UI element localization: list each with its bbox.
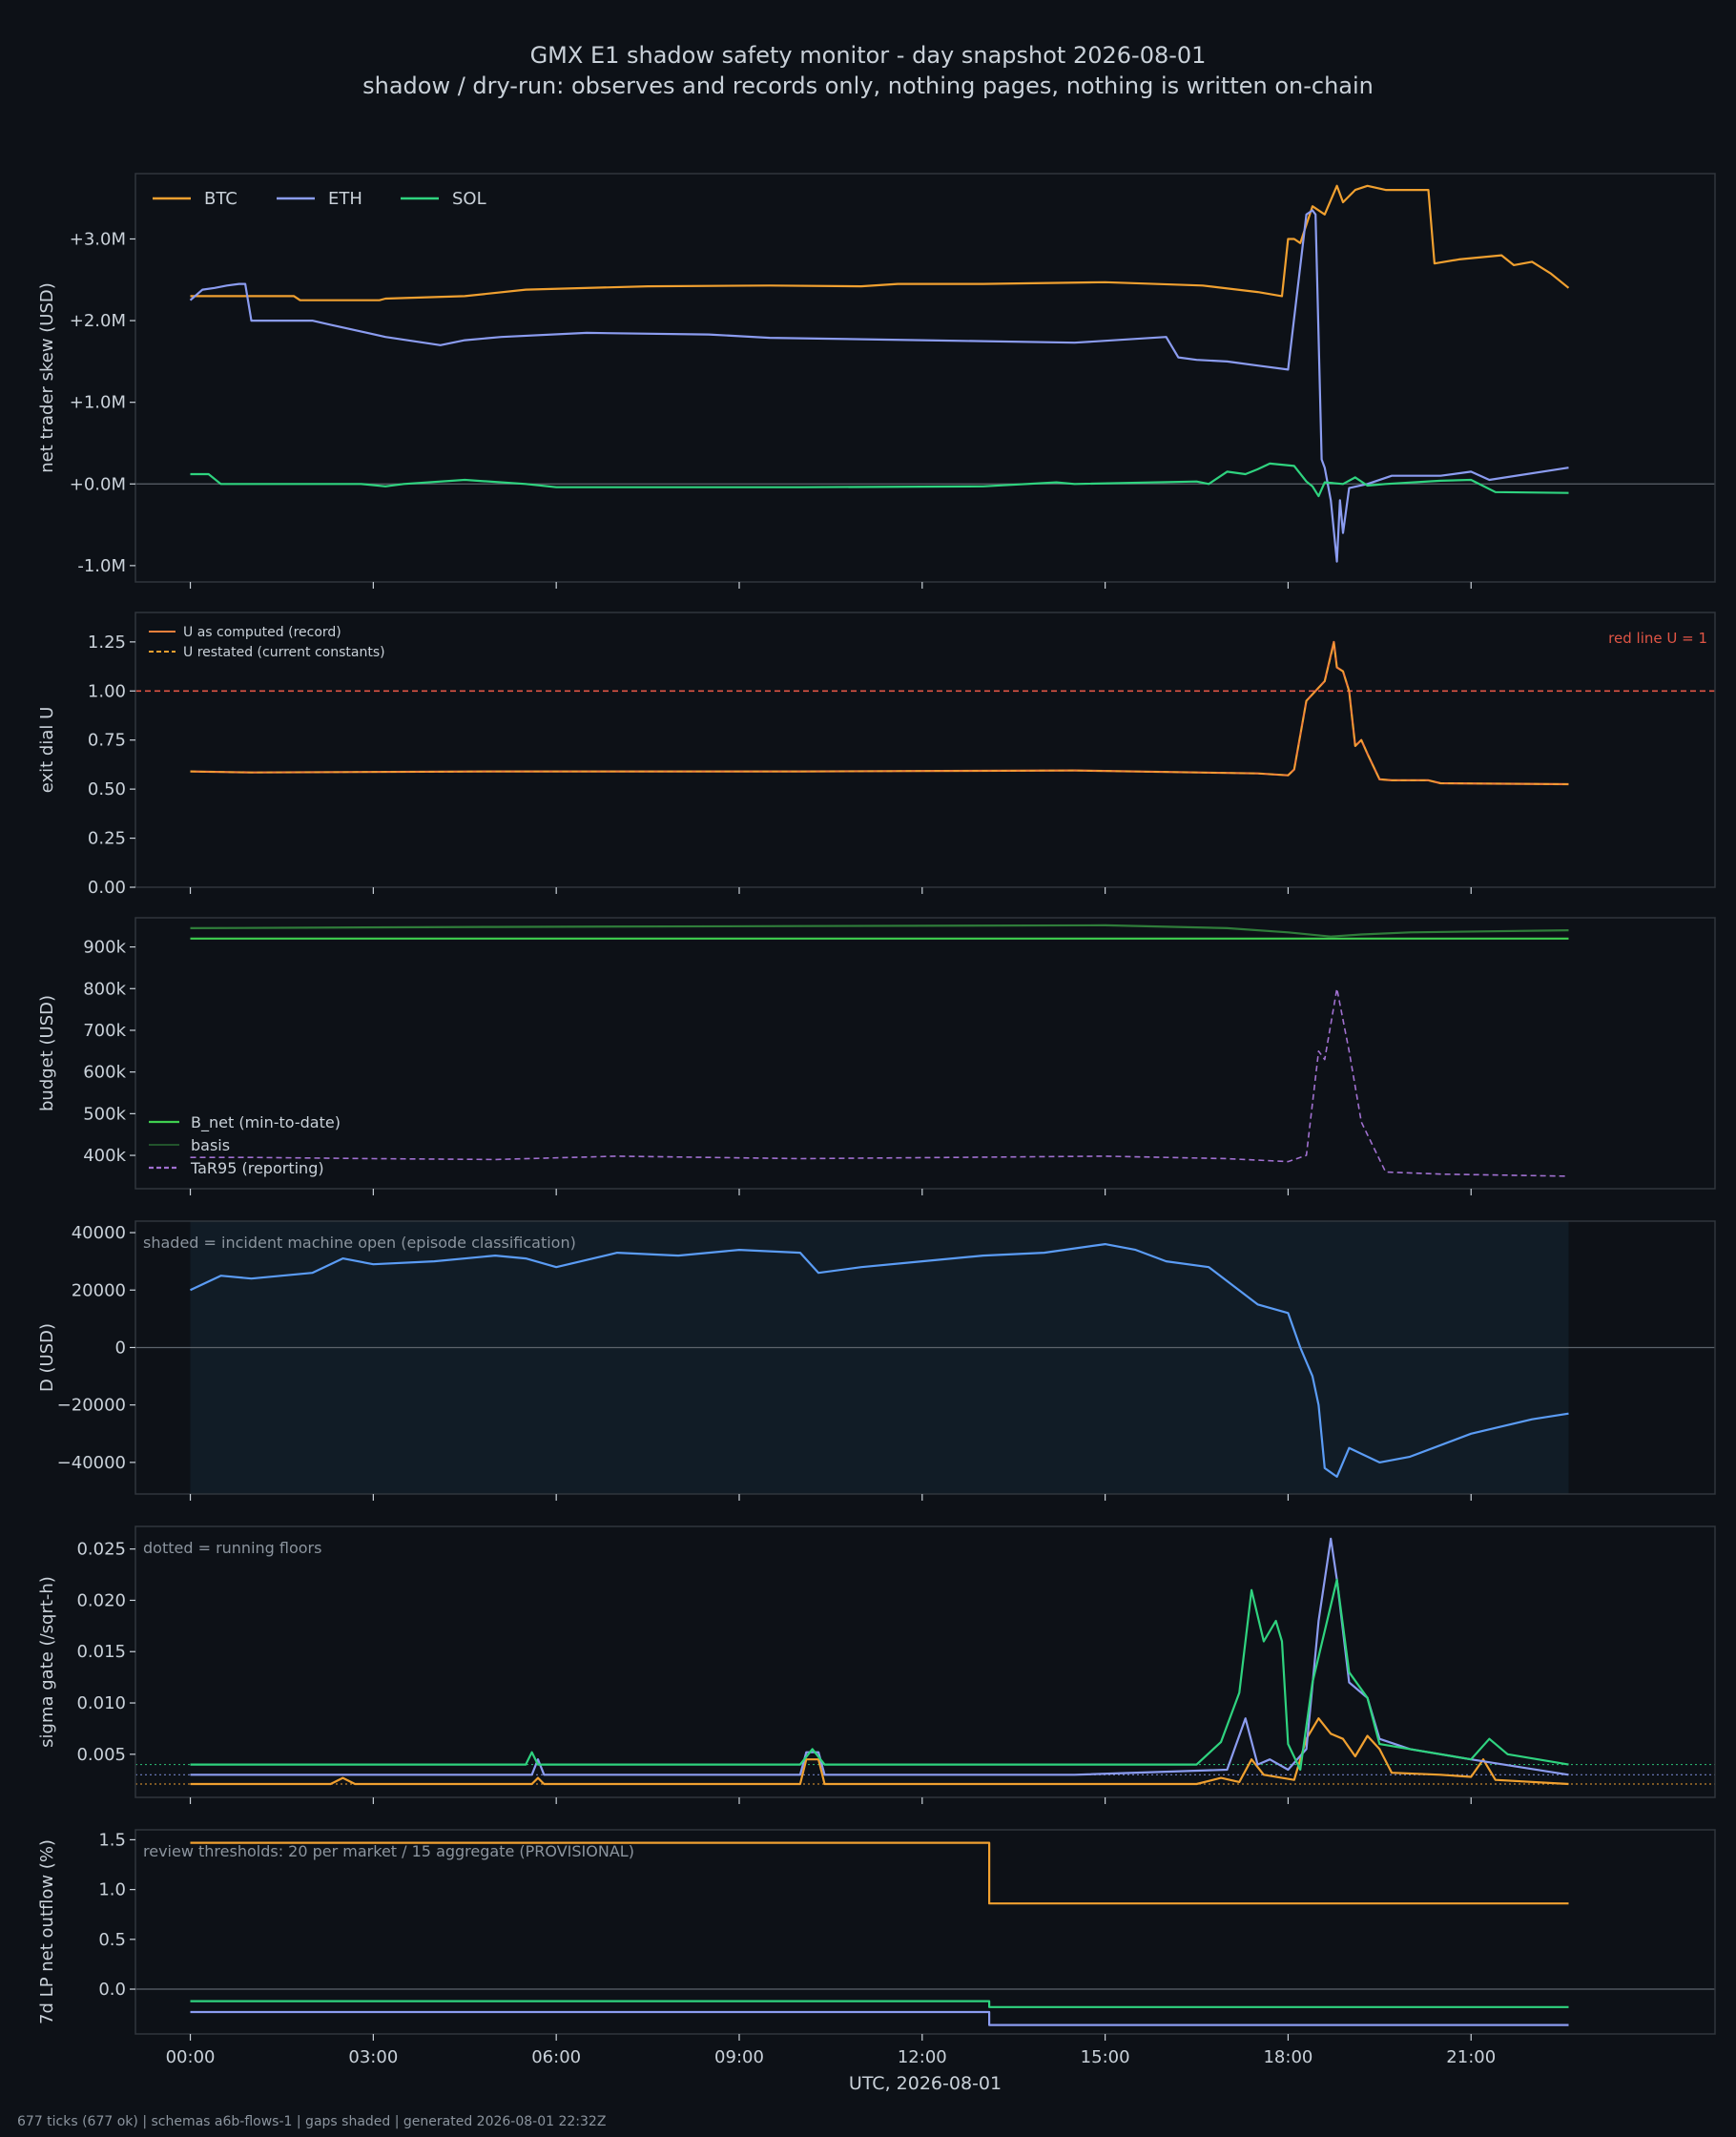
series-line-sol [190, 1578, 1569, 1772]
plot-area [135, 174, 1715, 582]
panel-annotation: dotted = running floors [143, 1539, 321, 1557]
legend-label: TaR95 (reporting) [190, 1159, 324, 1177]
y-tick-label: +2.0M [70, 311, 126, 331]
y-tick-label: 400k [83, 1146, 126, 1166]
x-axis-label: UTC, 2026-08-01 [849, 2073, 1002, 2094]
series-line-eth [190, 2010, 1569, 2026]
series-line-tar95-reporting- [190, 987, 1569, 1177]
y-tick-label: 0.005 [76, 1745, 126, 1765]
legend: B_net (min-to-date) basis TaR95 (reporting… [149, 1113, 341, 1177]
legend: U as computed (record) U restated (curren… [149, 625, 385, 660]
axes-frame [134, 612, 1716, 888]
axes-frame [134, 1829, 1716, 2035]
axes-frame [134, 1525, 1716, 1798]
series-line-eth [190, 1537, 1569, 1776]
chart-panel-5: 0.005 0.010 0.015 0.020 0.025 sigma gate (/sq… [37, 1525, 1716, 1804]
panels: -1.0M +0.0M +1.0M +2.0M +3.0M net trader skew… [37, 173, 1716, 2094]
legend-label: ETH [328, 189, 362, 209]
y-axis-label: 7d LP net outflow (%) [37, 1839, 57, 2024]
y-axis-label: exit dial U [37, 707, 57, 794]
plot-area [135, 1830, 1715, 2034]
series-line-sol [190, 462, 1569, 498]
legend-label: U restated (current constants) [183, 645, 385, 660]
x-tick-label: 06:00 [531, 2047, 581, 2067]
y-tick-label: +1.0M [70, 393, 126, 413]
x-tick-label: 03:00 [348, 2047, 398, 2067]
y-tick-label: 0.00 [88, 878, 126, 898]
y-axis-label: budget (USD) [37, 995, 57, 1111]
plot-area [135, 612, 1715, 887]
axes-frame [134, 917, 1716, 1190]
series-line-btc [190, 184, 1570, 301]
y-axis-label: sigma gate (/sqrt-h) [37, 1576, 57, 1748]
y-tick-label: 0.020 [76, 1590, 126, 1610]
legend-label: U as computed (record) [183, 625, 341, 640]
series-line-u-restated-current-constants- [190, 643, 1569, 785]
y-tick-label: 40000 [72, 1223, 126, 1243]
chart-panel-3: 400k 500k 600k 700k 800k 900k budget (USD) B_ne… [37, 917, 1716, 1195]
series-line-btc [190, 1717, 1569, 1786]
series-line-btc [190, 1841, 1569, 1905]
y-tick-label: 0.25 [88, 829, 126, 849]
legend-label: SOL [452, 189, 486, 209]
y-tick-label: −40000 [57, 1453, 126, 1473]
y-tick-label: 1.25 [88, 633, 126, 653]
y-tick-label: 20000 [72, 1280, 126, 1300]
panel-annotation: review thresholds: 20 per market / 15 ag… [143, 1842, 634, 1860]
axes-frame [134, 173, 1716, 583]
chart-panel-6: 0.0 0.5 1.0 1.5 7d LP net outflow (%) review … [37, 1829, 1716, 2094]
legend: BTC ETH SOL [153, 189, 486, 209]
x-tick-label: 21:00 [1446, 2047, 1496, 2067]
y-tick-label: 900k [83, 938, 126, 958]
x-tick-label: 00:00 [166, 2047, 216, 2067]
y-tick-label: −20000 [57, 1396, 126, 1416]
chart-panel-4: −40000 −20000 0 20000 40000 D (USD) shaded = i… [37, 1220, 1716, 1501]
y-tick-label: 0.0 [98, 1980, 126, 2000]
x-tick-label: 15:00 [1081, 2047, 1130, 2067]
y-tick-label: 1.00 [88, 681, 126, 701]
y-tick-label: +3.0M [70, 229, 126, 249]
x-tick-label: 12:00 [898, 2047, 947, 2067]
y-axis-label: net trader skew (USD) [37, 282, 57, 473]
figure-subtitle: shadow / dry-run: observes and records o… [362, 73, 1374, 99]
y-tick-label: +0.0M [70, 474, 126, 494]
y-tick-label: 1.5 [98, 1830, 126, 1850]
plot-area [135, 1526, 1715, 1797]
y-tick-label: 0.50 [88, 779, 126, 799]
series-line-eth [189, 209, 1569, 563]
series-line-basis [190, 923, 1569, 938]
panel-annotation: shaded = incident machine open (episode … [143, 1234, 576, 1252]
incident-shading [190, 1221, 1569, 1494]
figure-title: GMX E1 shadow safety monitor - day snaps… [530, 42, 1207, 69]
y-tick-label: 1.0 [98, 1880, 126, 1900]
y-tick-label: 500k [83, 1104, 126, 1124]
y-tick-label: 700k [83, 1021, 126, 1041]
y-tick-label: 0 [115, 1338, 126, 1358]
y-tick-label: 600k [83, 1063, 126, 1083]
plot-area [135, 918, 1715, 1189]
chart-panel-1: -1.0M +0.0M +1.0M +2.0M +3.0M net trader skew… [37, 173, 1716, 589]
red-line-label: red line U = 1 [1608, 630, 1707, 647]
x-tick-label: 09:00 [714, 2047, 764, 2067]
axes-frame [134, 1220, 1716, 1495]
y-tick-label: 0.025 [76, 1540, 126, 1560]
y-tick-label: -1.0M [77, 556, 126, 576]
y-tick-label: 0.5 [98, 1930, 126, 1950]
legend-label: basis [191, 1136, 230, 1154]
series-line-d [190, 1242, 1569, 1479]
y-tick-label: 0.015 [76, 1642, 126, 1662]
y-tick-label: 0.010 [76, 1693, 126, 1713]
x-tick-label: 18:00 [1263, 2047, 1312, 2067]
footer-text: 677 ticks (677 ok) | schemas a6b-flows-1… [17, 2114, 606, 2129]
legend-label: B_net (min-to-date) [191, 1113, 341, 1132]
chart-panel-2: red line U = 1 0.00 0.25 0.50 0.75 1.00 1.25 ex… [37, 612, 1716, 898]
y-tick-label: 800k [83, 979, 126, 999]
series-line-sol [190, 2000, 1569, 2008]
y-tick-label: 0.75 [88, 731, 126, 751]
legend-label: BTC [204, 189, 238, 209]
y-axis-label: D (USD) [37, 1323, 57, 1392]
